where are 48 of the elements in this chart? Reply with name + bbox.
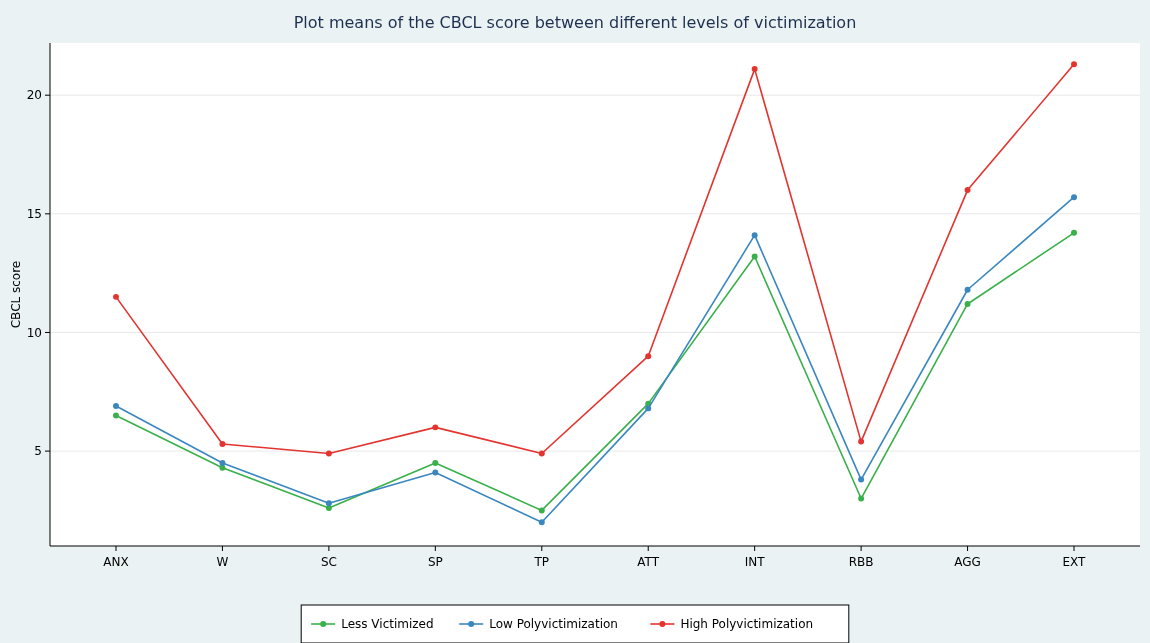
point bbox=[751, 253, 758, 260]
x-tick-label: INT bbox=[744, 555, 766, 569]
legend-label: Low Polyvictimization bbox=[489, 617, 618, 632]
point bbox=[538, 519, 545, 526]
point bbox=[113, 293, 119, 300]
point bbox=[325, 450, 332, 457]
point bbox=[964, 286, 971, 293]
point bbox=[964, 301, 971, 307]
point bbox=[538, 507, 545, 514]
point bbox=[219, 459, 226, 466]
point bbox=[325, 500, 332, 507]
point bbox=[751, 232, 758, 239]
x-tick-label: SC bbox=[320, 555, 337, 569]
point bbox=[1071, 194, 1077, 201]
point bbox=[113, 412, 119, 419]
point bbox=[751, 66, 758, 73]
x-tick-label: ATT bbox=[637, 555, 660, 569]
legend-label: High Polyvictimization bbox=[680, 617, 814, 632]
point bbox=[325, 505, 332, 512]
y-tick-label: 5 bbox=[34, 444, 42, 459]
x-tick-label: EXT bbox=[1062, 555, 1087, 569]
point bbox=[432, 459, 439, 466]
point bbox=[219, 441, 226, 447]
point bbox=[113, 403, 119, 409]
point bbox=[964, 187, 971, 194]
x-tick-label: SP bbox=[427, 555, 443, 569]
point bbox=[1071, 229, 1077, 236]
x-tick-label: W bbox=[216, 555, 229, 569]
point bbox=[858, 438, 865, 445]
y-tick-label: 20 bbox=[26, 88, 42, 103]
x-tick-label: AGG bbox=[954, 555, 981, 569]
point bbox=[432, 424, 439, 431]
point bbox=[645, 353, 652, 360]
point bbox=[538, 450, 545, 457]
point bbox=[432, 469, 439, 476]
chart-title: Plot means of the CBCL score between different levels of victimization bbox=[293, 13, 857, 32]
point bbox=[219, 464, 226, 471]
legend-label: Less Victimized bbox=[341, 617, 434, 632]
x-tick-label: ANX bbox=[103, 555, 129, 569]
point bbox=[645, 405, 652, 412]
point bbox=[858, 495, 865, 502]
y-tick-label: 15 bbox=[26, 207, 42, 222]
point bbox=[858, 476, 865, 483]
point bbox=[1071, 61, 1077, 68]
x-tick-label: TP bbox=[533, 555, 550, 569]
y-axis-title: CBCL score bbox=[9, 260, 23, 329]
y-tick-label: 10 bbox=[26, 325, 42, 340]
x-tick-label: RBB bbox=[848, 555, 874, 569]
